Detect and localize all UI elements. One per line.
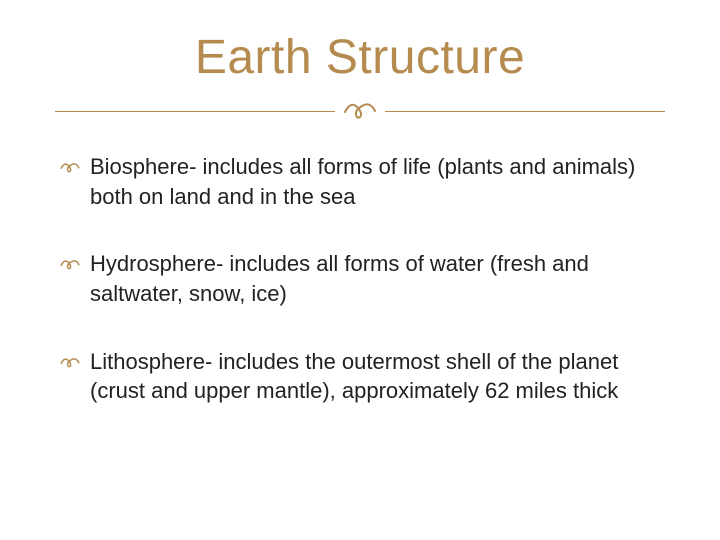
bullet-text: Hydrosphere- includes all forms of water… bbox=[90, 249, 660, 308]
bullet-flourish-icon bbox=[60, 155, 80, 182]
flourish-svg bbox=[343, 95, 377, 121]
bullet-text: Lithosphere- includes the outermost shel… bbox=[90, 347, 660, 406]
divider-line-right bbox=[385, 111, 665, 112]
list-item: Biosphere- includes all forms of life (p… bbox=[60, 152, 660, 211]
divider-line-left bbox=[55, 111, 335, 112]
list-item: Hydrosphere- includes all forms of water… bbox=[60, 249, 660, 308]
flourish-icon bbox=[343, 95, 377, 127]
title-divider bbox=[55, 95, 665, 127]
bullet-list: Biosphere- includes all forms of life (p… bbox=[55, 152, 665, 406]
slide-container: Earth Structure Biosphere- includes all … bbox=[0, 0, 720, 540]
list-item: Lithosphere- includes the outermost shel… bbox=[60, 347, 660, 406]
bullet-flourish-icon bbox=[60, 350, 80, 377]
bullet-text: Biosphere- includes all forms of life (p… bbox=[90, 152, 660, 211]
slide-title: Earth Structure bbox=[55, 30, 665, 85]
bullet-flourish-icon bbox=[60, 252, 80, 279]
